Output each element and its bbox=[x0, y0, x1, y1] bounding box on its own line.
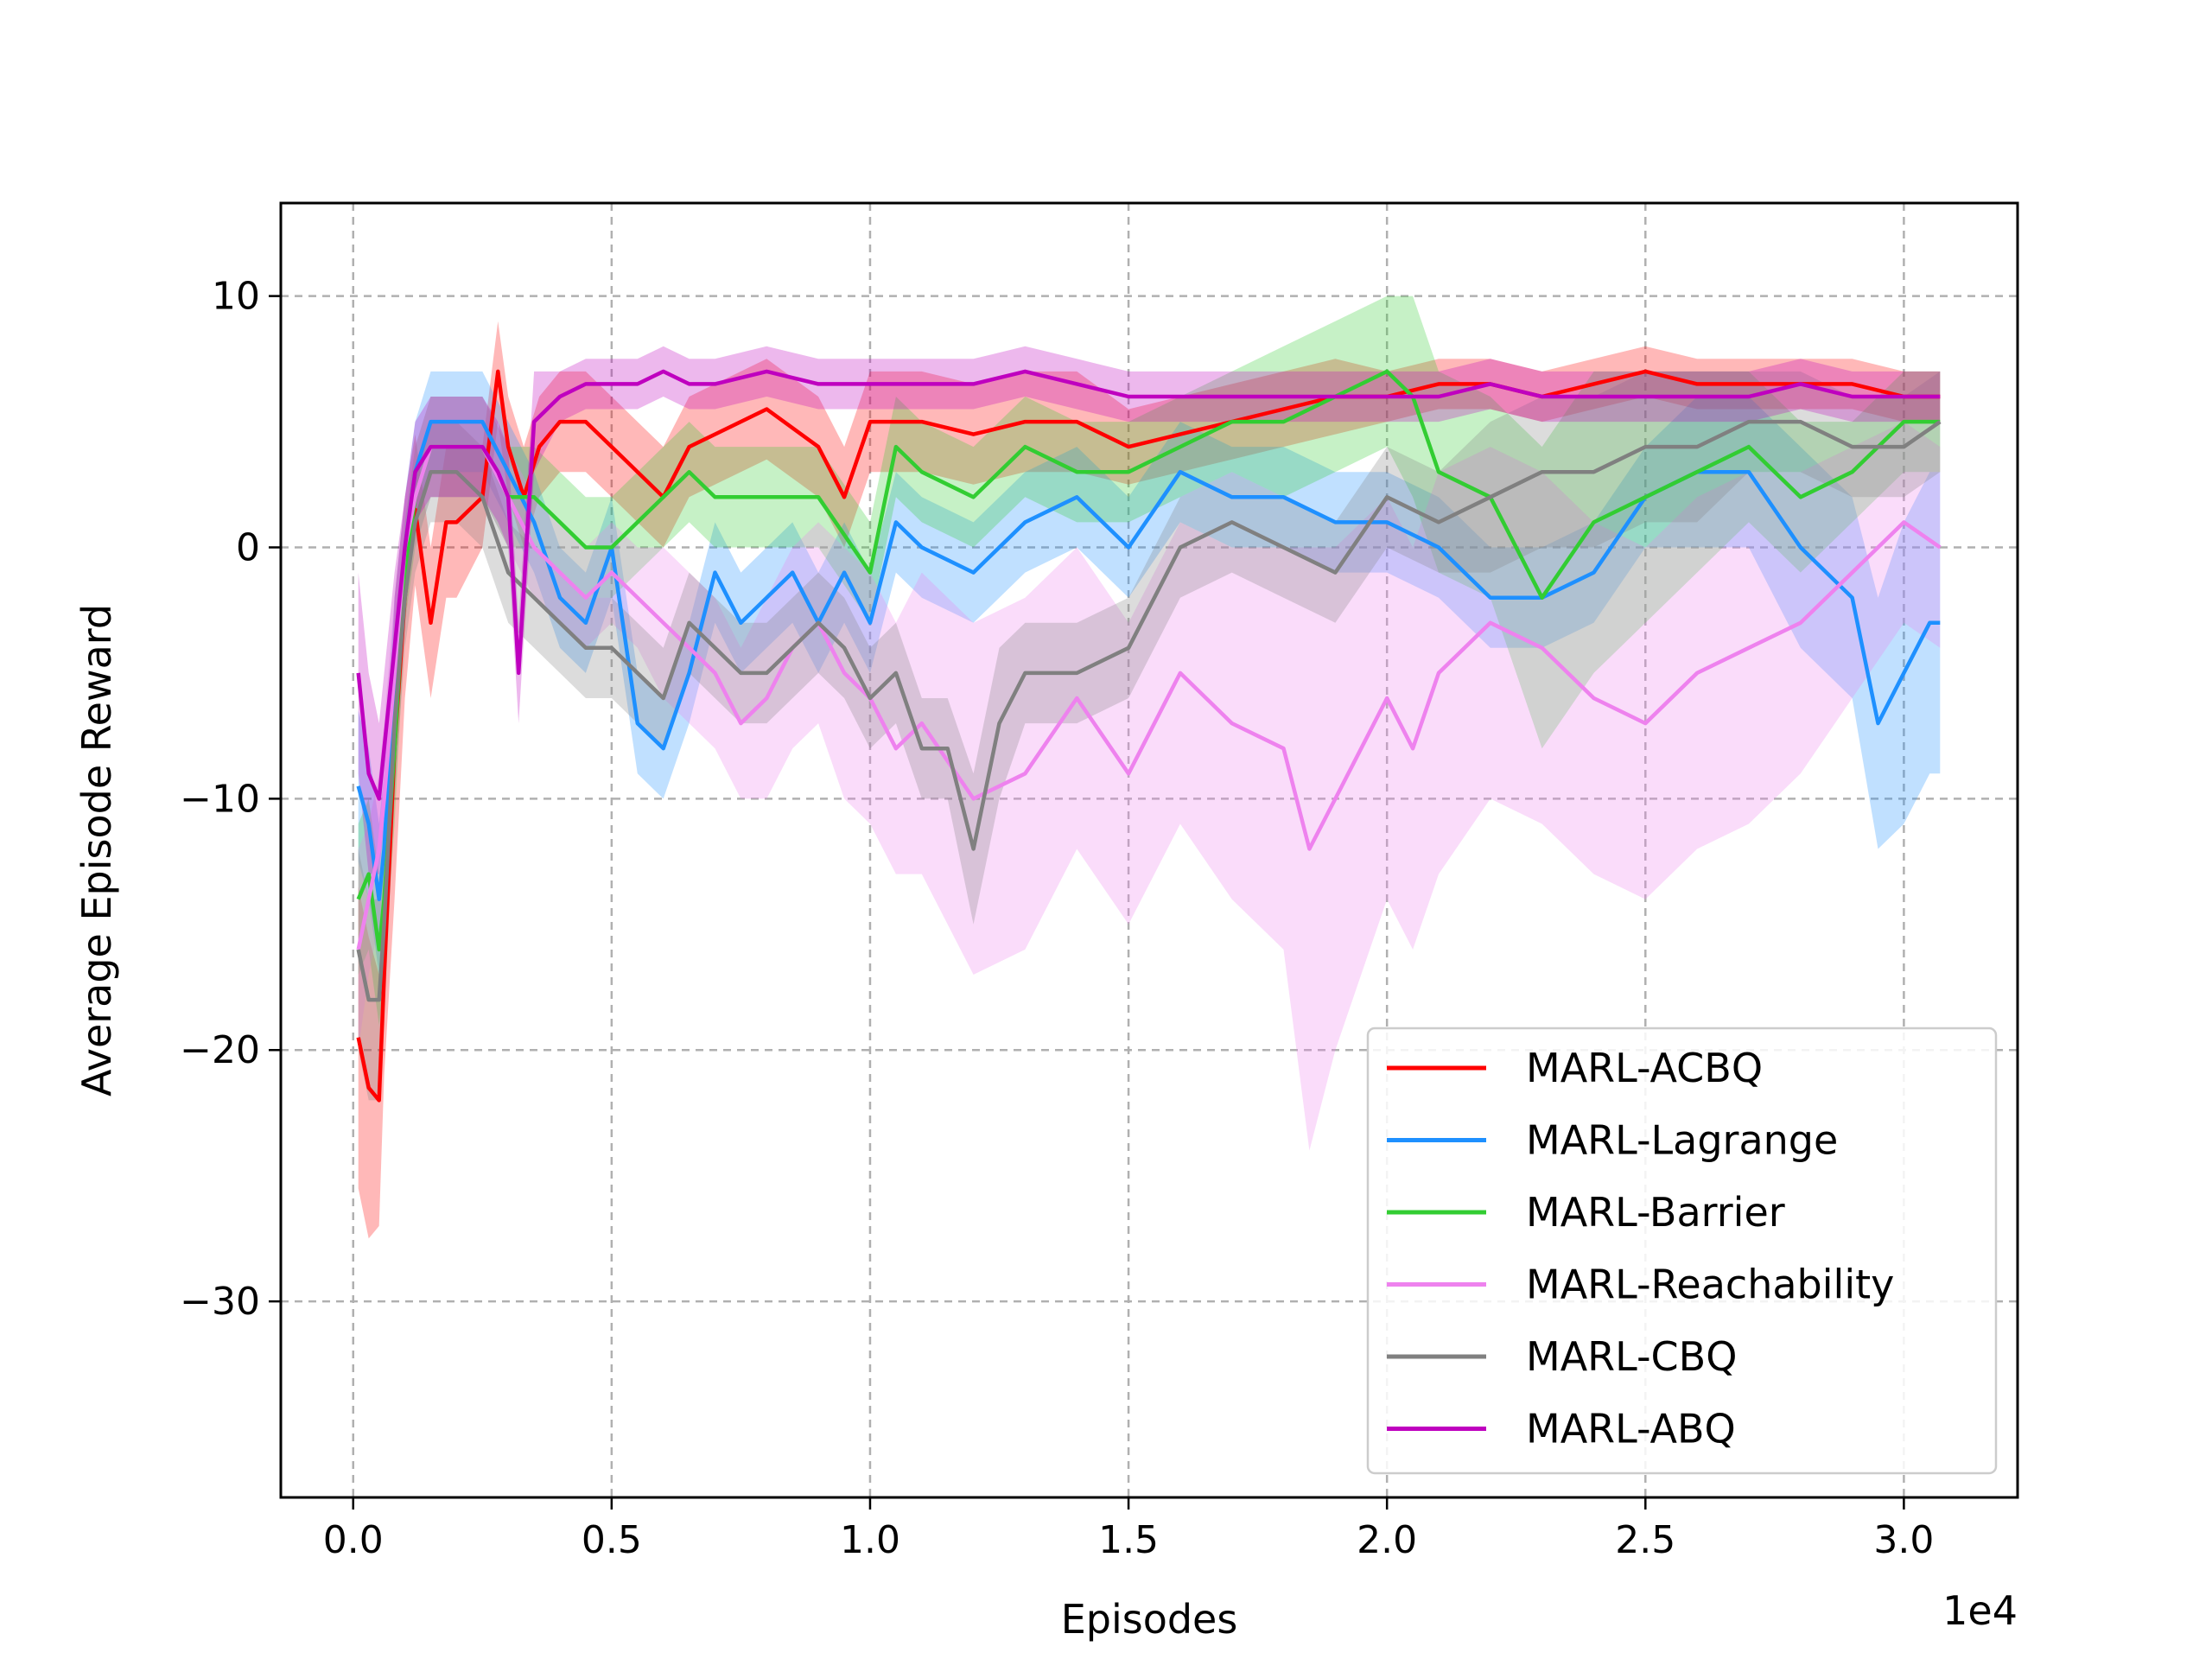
legend-label-marl-abq: MARL-ABQ bbox=[1526, 1406, 1736, 1452]
x-tick-label: 2.5 bbox=[1615, 1518, 1675, 1562]
y-tick-label: −30 bbox=[180, 1280, 260, 1324]
y-axis-label: Average Episode Reward bbox=[73, 604, 120, 1096]
plot-frame bbox=[279, 201, 2019, 1499]
band-marl-reachability bbox=[358, 397, 1941, 1151]
x-axis-ticks: 0.0 0.5 1.0 1.5 2.0 2.5 3.0 bbox=[323, 1497, 1934, 1562]
y-tick-label: 0 bbox=[236, 525, 260, 569]
series-lines bbox=[356, 369, 1942, 1103]
line-marl-cbq bbox=[356, 419, 1942, 1002]
legend: MARL-ACBQ MARL-Lagrange MARL-Barrier MARL-R… bbox=[1366, 1027, 1998, 1475]
legend-label-marl-lagrange: MARL-Lagrange bbox=[1526, 1117, 1838, 1164]
legend-label-marl-reachability: MARL-Reachability bbox=[1526, 1262, 1894, 1308]
legend-label-marl-barrier: MARL-Barrier bbox=[1526, 1189, 1785, 1236]
x-tick-label: 3.0 bbox=[1873, 1518, 1934, 1562]
line-marl-acbq bbox=[356, 369, 1941, 1103]
y-tick-label: −10 bbox=[180, 777, 260, 821]
legend-label-marl-cbq: MARL-CBQ bbox=[1526, 1333, 1737, 1380]
x-tick-label: 1.0 bbox=[840, 1518, 900, 1562]
x-tick-label: 1.5 bbox=[1098, 1518, 1159, 1562]
band-marl-barrier bbox=[358, 296, 1941, 1026]
legend-label-marl-acbq: MARL-ACBQ bbox=[1526, 1045, 1763, 1091]
y-tick-label: −20 bbox=[180, 1028, 260, 1072]
confidence-bands bbox=[358, 296, 1941, 1239]
x-axis-label: Episodes bbox=[1061, 1596, 1238, 1643]
band-marl-abq bbox=[358, 346, 1941, 874]
x-tick-label: 0.0 bbox=[323, 1518, 384, 1562]
band-marl-lagrange bbox=[358, 371, 1941, 975]
line-marl-abq bbox=[356, 369, 1941, 801]
legend-box bbox=[1366, 1027, 1998, 1475]
x-tick-label: 0.5 bbox=[582, 1518, 642, 1562]
band-marl-cbq bbox=[358, 371, 1941, 1101]
x-tick-label: 2.0 bbox=[1357, 1518, 1417, 1562]
y-axis-ticks: 10 0 −10 −20 −30 bbox=[180, 275, 281, 1324]
x-axis-offset-label: 1e4 bbox=[1942, 1587, 2018, 1634]
y-tick-label: 10 bbox=[212, 275, 260, 319]
